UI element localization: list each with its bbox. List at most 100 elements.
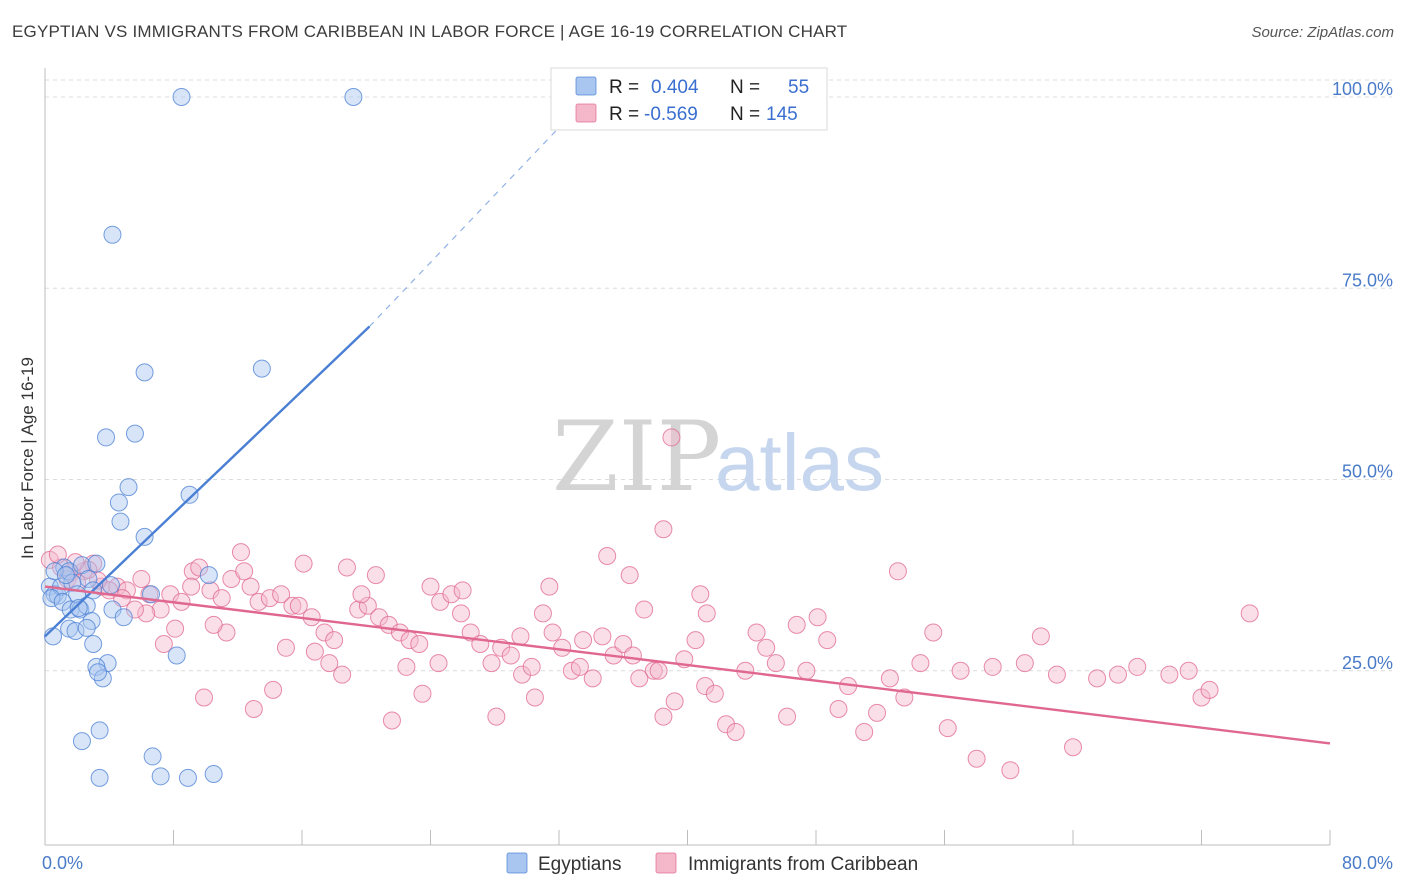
point-caribbean-57 xyxy=(614,634,633,653)
y-tick-label-3: 100.0% xyxy=(1332,79,1393,99)
point-caribbean-126 xyxy=(289,596,308,615)
point-caribbean-125 xyxy=(305,642,324,661)
point-caribbean-50 xyxy=(543,623,562,642)
point-egyptians-52 xyxy=(69,599,88,618)
axes xyxy=(44,68,1331,846)
point-caribbean-87 xyxy=(951,661,970,680)
point-egyptians-38 xyxy=(167,646,186,665)
point-caribbean-134 xyxy=(182,577,201,596)
legend-r-label-caribbean: R = xyxy=(609,104,639,125)
point-caribbean-101 xyxy=(1200,680,1219,699)
point-caribbean-18 xyxy=(212,589,231,608)
point-caribbean-86 xyxy=(938,719,957,738)
point-egyptians-3 xyxy=(135,363,154,382)
point-caribbean-76 xyxy=(808,608,827,627)
point-egyptians-11 xyxy=(135,527,154,546)
point-egyptians-10 xyxy=(111,512,130,531)
point-caribbean-107 xyxy=(649,661,668,680)
point-caribbean-115 xyxy=(487,707,506,726)
point-egyptians-51 xyxy=(56,566,75,585)
point-caribbean-93 xyxy=(1047,665,1066,684)
point-caribbean-116 xyxy=(453,581,472,600)
point-caribbean-16 xyxy=(190,558,209,577)
point-caribbean-113 xyxy=(525,688,544,707)
legend-box xyxy=(550,67,828,131)
point-egyptians-1 xyxy=(344,88,363,106)
point-caribbean-60 xyxy=(644,661,663,680)
bottom-legend-label-caribbean: Immigrants from Caribbean xyxy=(688,854,918,875)
point-caribbean-78 xyxy=(829,700,848,718)
bottom-legend-swatch-caribbean xyxy=(655,852,677,874)
point-egyptians-47 xyxy=(151,767,170,786)
watermark: ZIP atlas xyxy=(552,401,884,513)
point-egyptians-9 xyxy=(109,493,128,512)
point-caribbean-75 xyxy=(797,661,816,680)
point-egyptians-8 xyxy=(180,485,199,504)
point-egyptians-4 xyxy=(252,359,271,378)
point-caribbean-67 xyxy=(717,715,736,734)
point-egyptians-37 xyxy=(84,634,103,653)
point-caribbean-82 xyxy=(880,669,899,688)
point-caribbean-53 xyxy=(574,631,593,650)
point-caribbean-104 xyxy=(654,520,673,539)
point-caribbean-62 xyxy=(665,692,684,711)
point-caribbean-65 xyxy=(696,677,715,696)
point-caribbean-133 xyxy=(195,688,214,707)
point-caribbean-88 xyxy=(967,749,986,768)
point-caribbean-29 xyxy=(325,631,344,650)
point-egyptians-42 xyxy=(89,663,108,682)
point-caribbean-105 xyxy=(691,585,710,604)
y-tick-label-1: 50.0% xyxy=(1342,462,1393,482)
x-tick-label-1: 80.0% xyxy=(1342,853,1393,873)
point-caribbean-55 xyxy=(593,627,612,646)
point-caribbean-24 xyxy=(272,585,291,604)
point-caribbean-46 xyxy=(501,646,520,665)
bottom-legend: Egyptians Immigrants from Caribbean xyxy=(506,852,918,875)
point-caribbean-90 xyxy=(1001,761,1020,780)
point-caribbean-61 xyxy=(654,707,673,726)
trend-line-caribbean xyxy=(44,585,1331,745)
point-caribbean-128 xyxy=(264,680,283,699)
point-caribbean-80 xyxy=(855,722,874,741)
point-caribbean-66 xyxy=(705,684,724,703)
legend: R = 0.404 N = 55 R = -0.569 N = 145 xyxy=(550,67,828,131)
point-caribbean-99 xyxy=(1179,661,1198,680)
point-caribbean-108 xyxy=(630,669,649,688)
point-caribbean-49 xyxy=(533,604,552,623)
point-egyptians-48 xyxy=(178,768,197,787)
point-caribbean-118 xyxy=(413,684,432,703)
point-egyptians-41 xyxy=(93,669,112,688)
point-egyptians-7 xyxy=(119,478,138,497)
point-caribbean-102 xyxy=(1240,604,1259,623)
point-caribbean-41 xyxy=(452,604,471,623)
point-caribbean-44 xyxy=(482,654,501,673)
scatter-points xyxy=(40,88,1259,787)
x-tick-label-0: 0.0% xyxy=(42,853,83,873)
point-caribbean-42 xyxy=(461,623,480,642)
y-tick-label-0: 25.0% xyxy=(1342,653,1393,673)
point-egyptians-5 xyxy=(97,428,116,447)
point-caribbean-137 xyxy=(137,604,156,623)
point-caribbean-130 xyxy=(235,562,254,581)
y-tick-label-2: 75.0% xyxy=(1342,270,1393,290)
point-caribbean-94 xyxy=(1064,738,1082,757)
legend-swatch-caribbean xyxy=(575,103,597,123)
point-egyptians-24 xyxy=(87,554,106,573)
point-caribbean-32 xyxy=(358,596,377,615)
point-caribbean-145 xyxy=(888,562,907,581)
point-caribbean-74 xyxy=(787,615,806,634)
point-caribbean-123 xyxy=(333,665,352,684)
point-caribbean-25 xyxy=(283,596,302,615)
point-caribbean-21 xyxy=(241,577,260,596)
point-caribbean-59 xyxy=(635,600,654,619)
trend-line-egyptians xyxy=(44,325,371,638)
point-caribbean-136 xyxy=(154,634,173,653)
legend-n-label-egyptians: N = xyxy=(730,77,760,98)
point-caribbean-110 xyxy=(598,547,617,565)
point-caribbean-71 xyxy=(757,638,776,657)
legend-n-label-caribbean: N = xyxy=(730,104,760,125)
point-caribbean-26 xyxy=(294,554,313,573)
trend-lines xyxy=(44,127,1331,745)
point-caribbean-28 xyxy=(315,623,334,642)
